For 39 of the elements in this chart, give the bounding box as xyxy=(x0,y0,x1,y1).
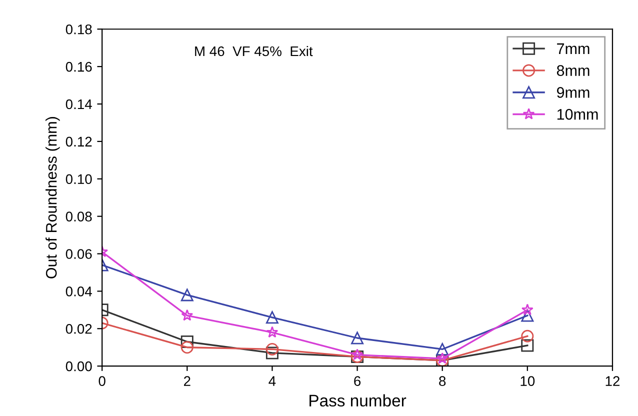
point xyxy=(351,348,364,360)
point xyxy=(521,339,534,352)
y-tick-label: 0.06 xyxy=(66,249,92,259)
y-tick-label: 0.12 xyxy=(66,136,92,147)
point xyxy=(521,330,534,342)
y-tick-label: 0.04 xyxy=(66,286,92,296)
x-tick-label: 0 xyxy=(98,376,106,386)
point xyxy=(351,332,364,344)
legend-label: 10mm xyxy=(557,108,598,120)
point xyxy=(180,341,194,354)
point xyxy=(266,342,278,356)
point xyxy=(436,352,448,364)
point xyxy=(521,304,534,316)
y-axis-title: Out of Roundness (mm) xyxy=(46,117,60,278)
x-tick-label: 8 xyxy=(439,376,446,386)
legend-label: 7mm xyxy=(557,43,590,54)
point xyxy=(180,288,194,302)
point xyxy=(181,309,194,321)
point xyxy=(266,326,278,338)
point xyxy=(266,346,278,360)
y-tick-label: 0.10 xyxy=(66,174,92,184)
y-tick-label: 0.16 xyxy=(66,62,92,72)
x-tick-label: 10 xyxy=(520,376,535,386)
x-tick-label: 4 xyxy=(268,376,276,386)
x-tick-label: 12 xyxy=(606,376,620,386)
legend-label: 8mm xyxy=(556,65,590,76)
point xyxy=(436,342,449,356)
legend-label: 9mm xyxy=(557,87,590,98)
point xyxy=(266,311,278,324)
y-tick-label: 0.18 xyxy=(66,24,92,34)
x-axis-title: Pass number xyxy=(310,394,406,407)
x-tick-label: 2 xyxy=(184,376,190,386)
y-tick-label: 0.14 xyxy=(66,99,92,110)
y-tick-label: 0.08 xyxy=(66,212,92,222)
point xyxy=(521,309,534,322)
y-tick-label: 0.00 xyxy=(66,361,92,372)
y-tick-label: 0.02 xyxy=(66,324,92,334)
x-tick-label: 6 xyxy=(354,376,361,386)
annotation: M 46 VF 45% Exit xyxy=(195,46,313,56)
